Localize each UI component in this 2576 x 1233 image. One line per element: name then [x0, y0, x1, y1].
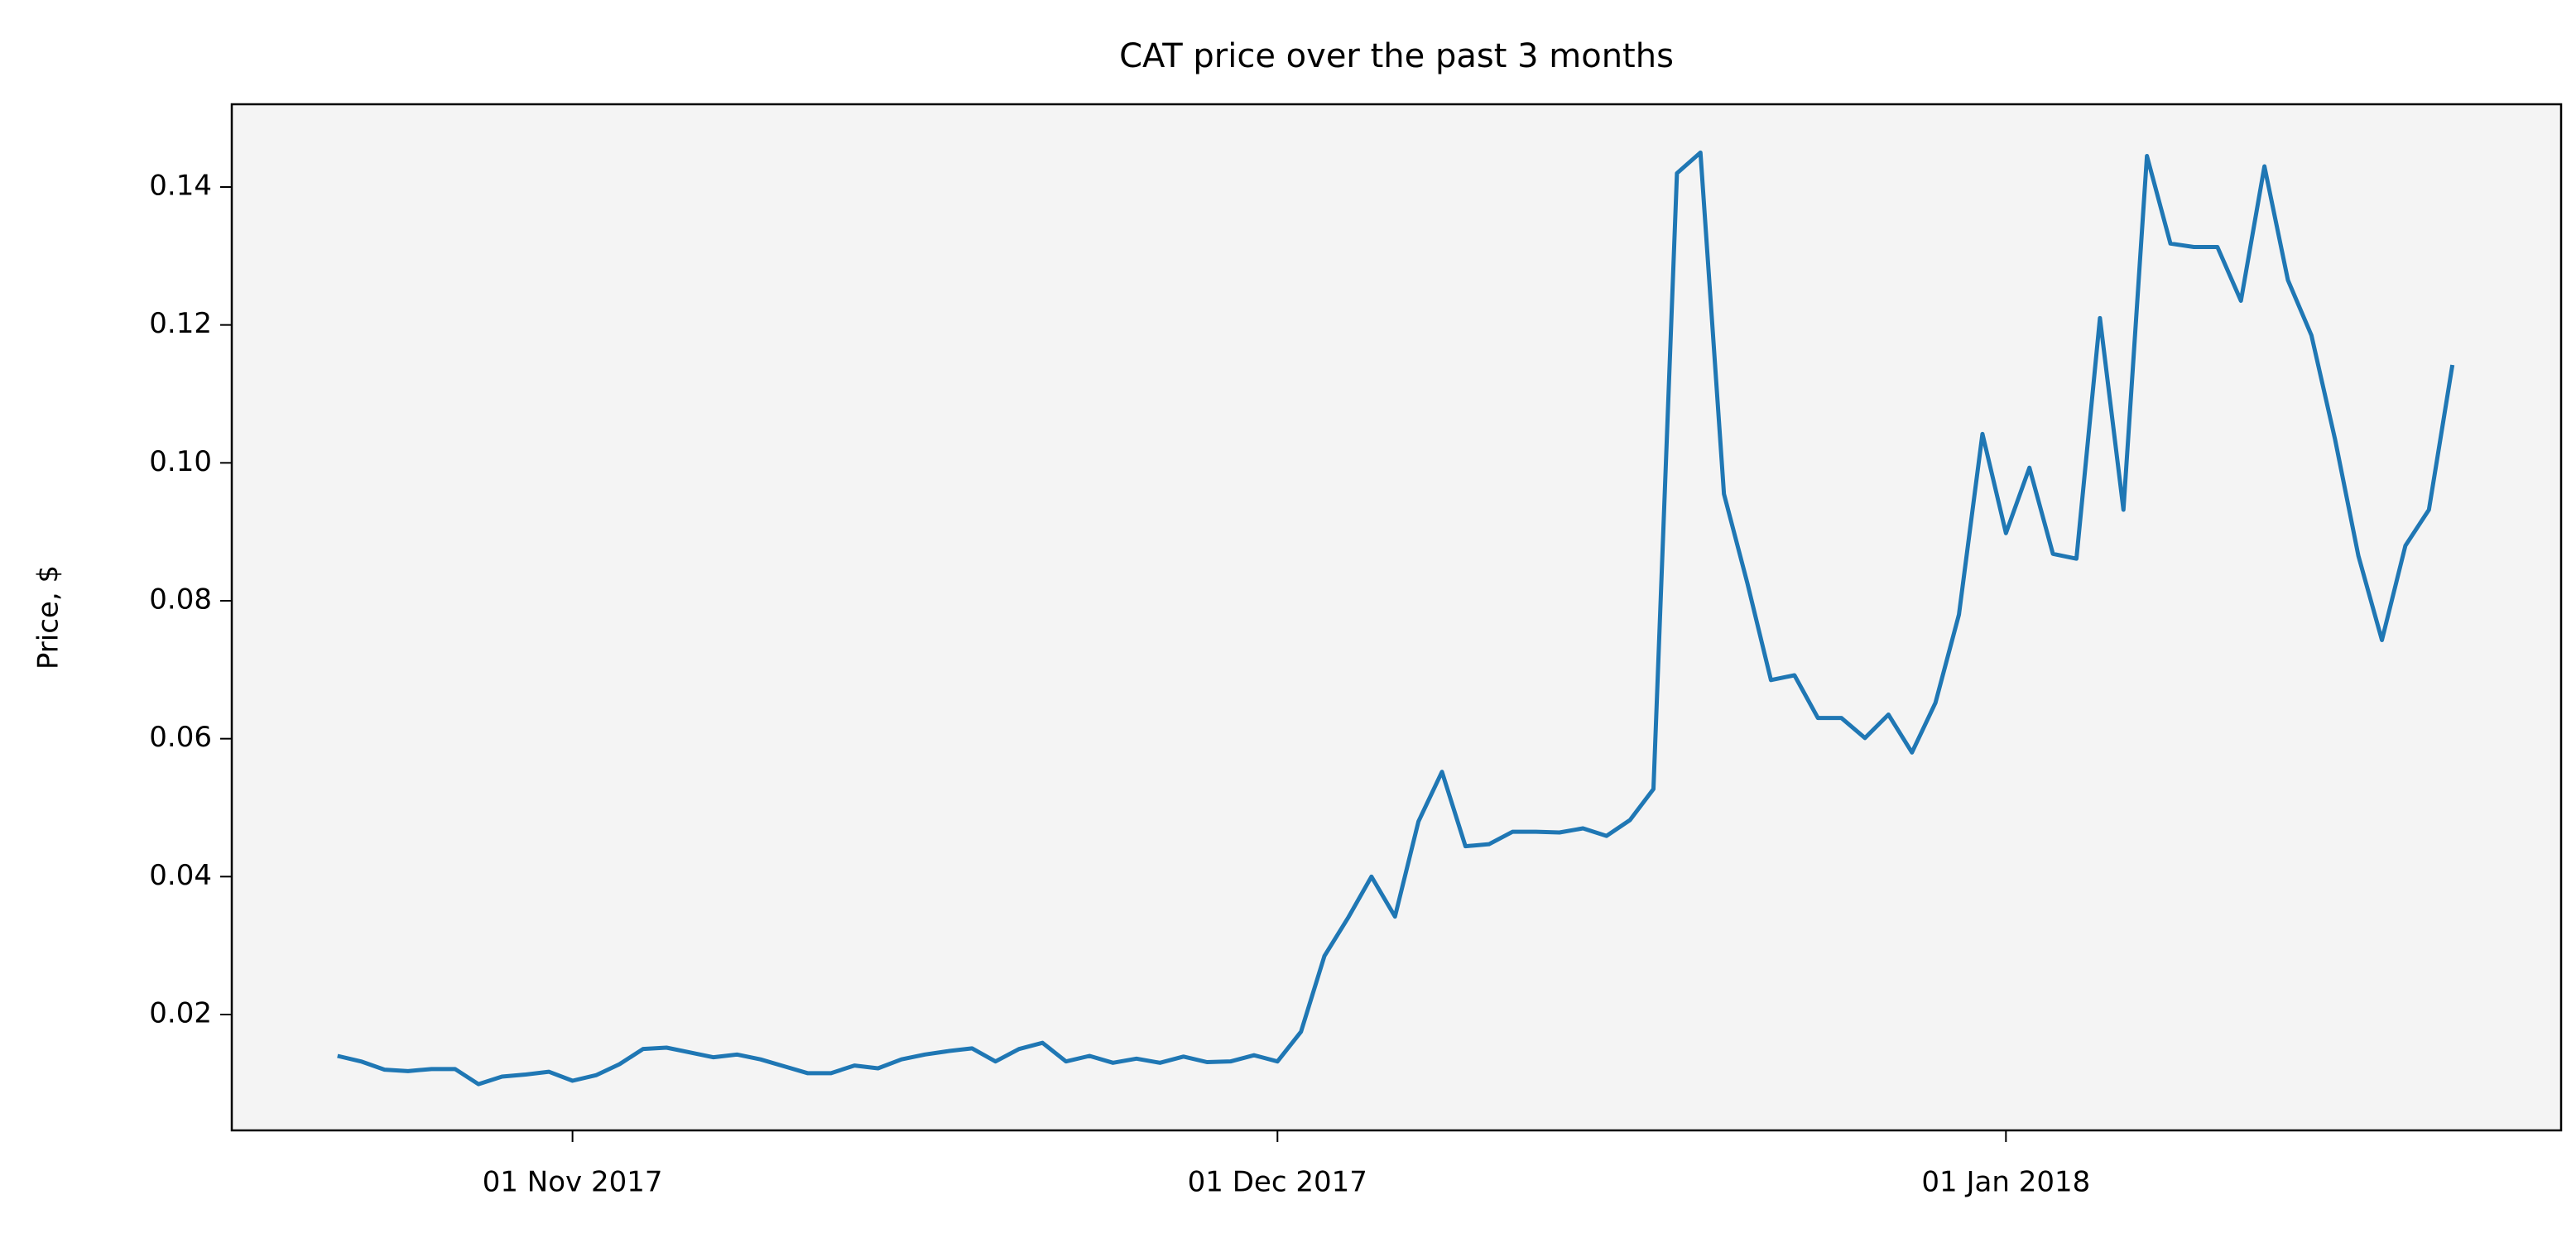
- y-axis-label: Price, $: [32, 565, 65, 669]
- x-tick-label: 01 Jan 2018: [1921, 1166, 2090, 1199]
- price-line: [337, 150, 2455, 1087]
- y-tick-label: 0.04: [149, 859, 212, 892]
- x-tick-label: 01 Nov 2017: [483, 1166, 663, 1199]
- x-tick-label: 01 Dec 2017: [1188, 1166, 1367, 1199]
- plot-frame: [230, 103, 2563, 1132]
- y-tick-label: 0.12: [149, 307, 212, 340]
- plot-area: [232, 104, 2561, 1130]
- y-tick-label: 0.10: [149, 445, 212, 478]
- y-tick-label: 0.02: [149, 997, 212, 1030]
- y-tick-label: 0.14: [149, 170, 212, 203]
- y-tick-label: 0.08: [149, 583, 212, 616]
- chart-title: CAT price over the past 3 months: [1119, 37, 1674, 75]
- y-tick-label: 0.06: [149, 721, 212, 754]
